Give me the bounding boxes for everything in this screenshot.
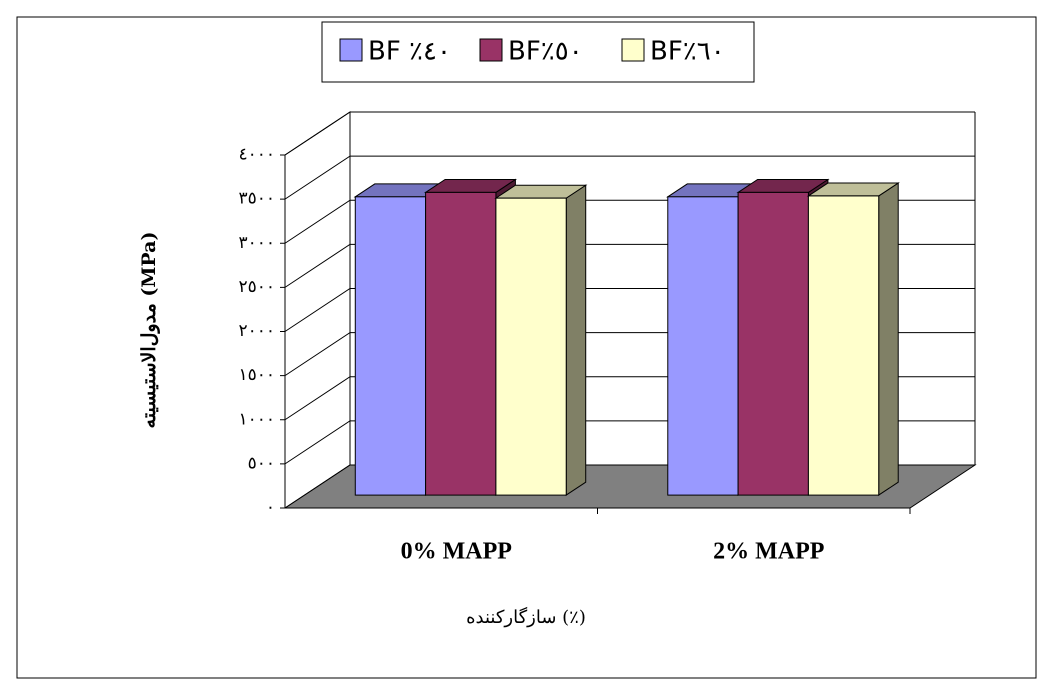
bar-side	[878, 182, 899, 497]
bar-side	[565, 184, 587, 497]
y-tick-label: ٥٠٠	[248, 453, 275, 473]
y-tick-label: ٢٠٠٠	[238, 321, 275, 341]
legend-swatch	[621, 38, 645, 62]
legend-label: BF٪٥٠	[508, 37, 583, 67]
legend: BF ٪٤٠ BF٪٥٠ BF٪٦٠	[321, 21, 755, 83]
legend-label: BF٪٦٠	[650, 37, 725, 67]
bar	[495, 197, 567, 496]
legend-swatch	[479, 38, 503, 62]
x-axis-label: سازگارکننده (٪)	[466, 606, 586, 628]
x-tick-label: 0% MAPP	[401, 539, 512, 565]
legend-swatch	[339, 38, 363, 62]
bar	[807, 195, 880, 496]
y-axis-label: مدول‌الاستیسیته (MPa)	[138, 232, 160, 429]
x-tick-label: 2% MAPP	[713, 539, 824, 565]
bar	[667, 196, 739, 496]
y-tick-label: ١٠٠٠	[238, 409, 275, 429]
y-tick-label: ٣٠٠٠	[238, 233, 275, 253]
bar	[737, 191, 809, 496]
grid-line	[284, 155, 975, 200]
y-tick-label: ٤٠٠٠	[238, 145, 275, 165]
y-tick-label: ٢٥٠٠	[238, 277, 275, 297]
bar	[425, 191, 497, 496]
grid-line	[284, 111, 975, 156]
legend-box	[321, 21, 755, 83]
bar	[354, 196, 427, 496]
y-tick-label: ١٥٠٠	[238, 365, 275, 385]
y-tick-label: ٠	[266, 498, 275, 518]
y-tick-label: ٣٥٠٠	[238, 189, 275, 209]
legend-label: BF ٪٤٠	[368, 37, 451, 67]
